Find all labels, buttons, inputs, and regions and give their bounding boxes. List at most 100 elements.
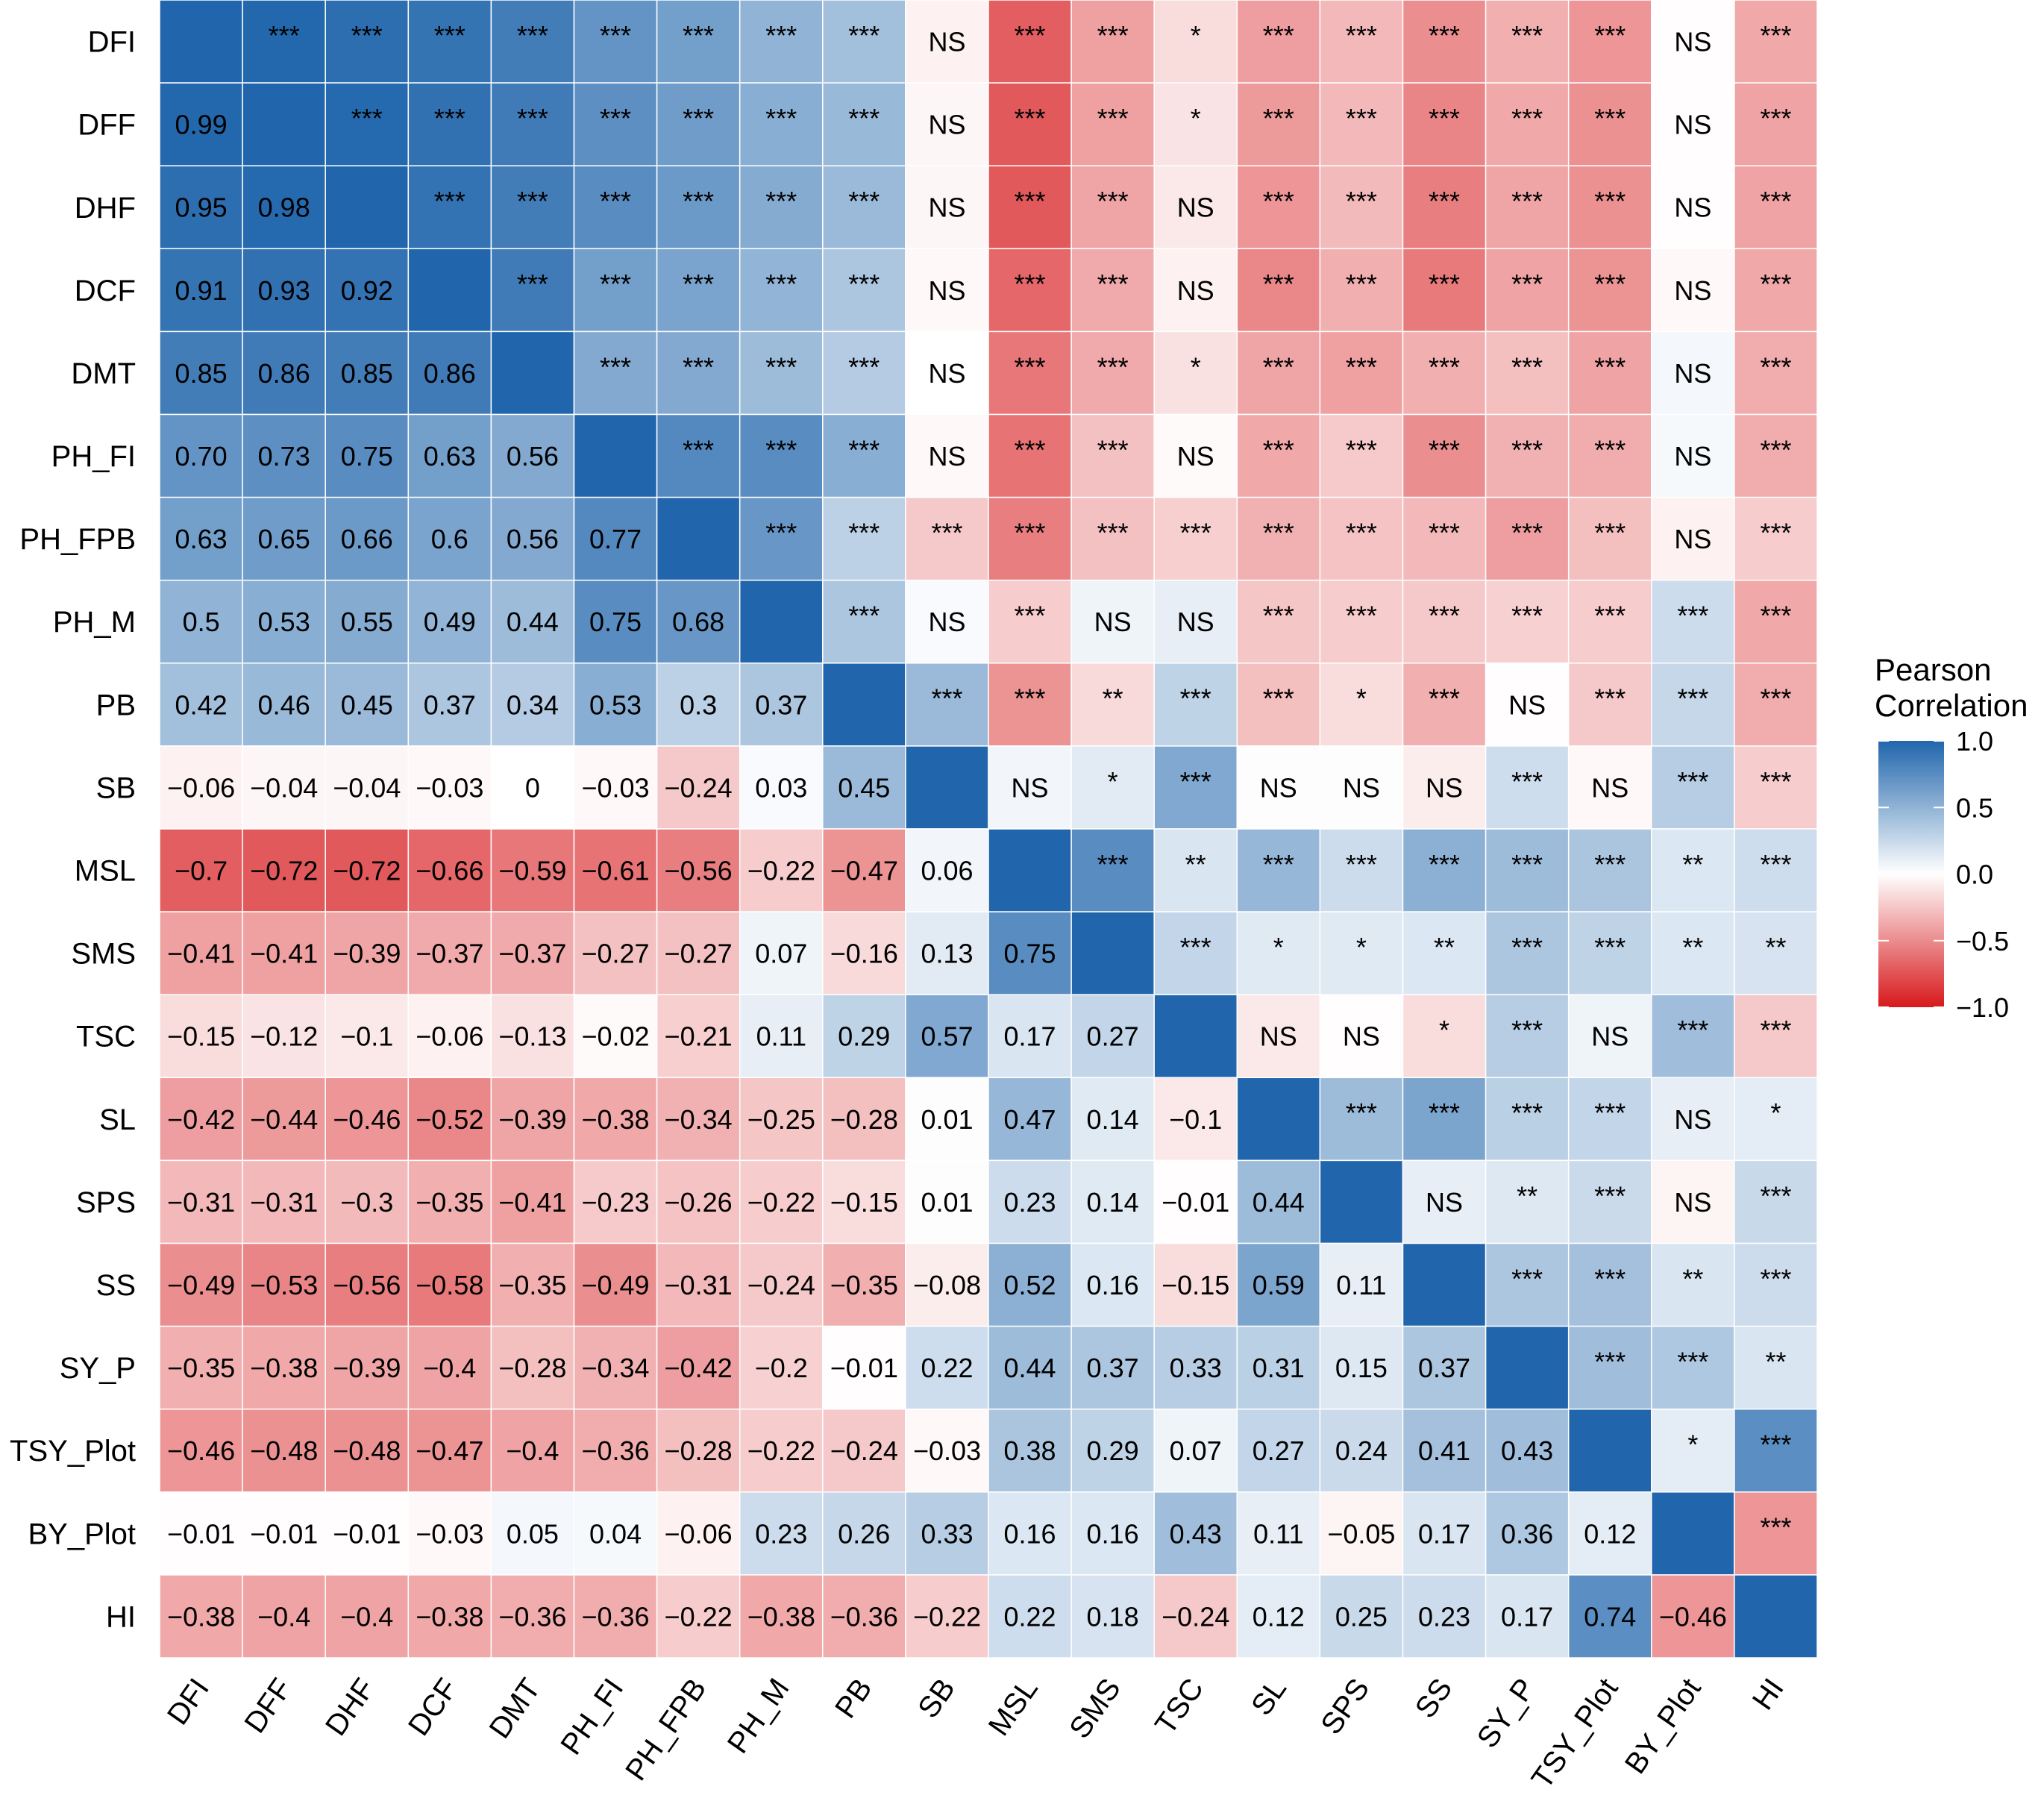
heatmap-cell-BY_Plot-TSC: [1153, 1491, 1238, 1576]
cell-value-SMS-DCF: −0.37: [416, 939, 483, 969]
cell-value-MSL-PH_FPB: −0.56: [665, 856, 733, 886]
cell-significance-SPS-TSY_Plot: ***: [1594, 1180, 1626, 1211]
heatmap-cell-PB-PB: [822, 663, 906, 747]
column-label-PH_FI: PH_FI: [554, 1673, 630, 1761]
heatmap-cell-HI-HI: [1734, 1574, 1818, 1659]
heatmap-cell-TSC-DMT: [490, 994, 575, 1079]
cell-significance-SL-HI: *: [1770, 1097, 1781, 1128]
heatmap-cell-MSL-DFF: [242, 828, 326, 912]
heatmap-cell-TSY_Plot-DMT: [490, 1408, 575, 1493]
heatmap-cell-SY_P-PH_M: [739, 1325, 824, 1410]
heatmap-cell-MSL-PH_FI: [573, 828, 658, 912]
cell-significance-PB-MSL: ***: [1014, 683, 1045, 714]
cell-value-PH_M-DHF: 0.55: [341, 607, 393, 637]
cell-significance-DFF-TSY_Plot: ***: [1594, 103, 1626, 134]
heatmap-cell-TSY_Plot-HI: [1734, 1408, 1818, 1493]
cell-value-PH_FPB-DFF: 0.65: [258, 524, 310, 554]
cell-significance-SL-SPS: ***: [1346, 1097, 1377, 1128]
cell-value-PH_FPB-DHF: 0.66: [341, 524, 393, 554]
heatmap-cell-DFF-TSC: [1153, 82, 1238, 166]
cell-value-TSY_Plot-DCF: −0.47: [416, 1435, 483, 1466]
row-label-SB: SB: [96, 772, 136, 805]
cell-value-SMS-DFI: −0.41: [167, 939, 235, 969]
heatmap-cell-TSY_Plot-TSC: [1153, 1408, 1238, 1493]
column-label-DCF: DCF: [402, 1673, 464, 1742]
heatmap-cell-PH_M-DHF: [325, 579, 410, 664]
cell-value-SY_P-DFI: −0.35: [167, 1353, 235, 1383]
cell-value-SL-TSC: −0.1: [1169, 1104, 1222, 1135]
heatmap-cell-PH_M-SL: [1236, 579, 1321, 664]
heatmap-cell-SMS-SL: [1236, 911, 1321, 995]
cell-value-DMT-DFI: 0.85: [175, 358, 228, 389]
heatmap-cell-SB-SPS: [1319, 745, 1404, 830]
cell-significance-DCF-TSY_Plot: ***: [1594, 269, 1626, 299]
cell-value-TSC-DFI: −0.15: [167, 1021, 235, 1052]
cell-value-BY_Plot-PH_M: 0.23: [755, 1518, 807, 1549]
cell-significance-DMT-SL: ***: [1263, 351, 1294, 382]
cell-value-TSY_Plot-MSL: 0.38: [1003, 1435, 1056, 1466]
heatmap-cell-DFI-PB: [822, 0, 906, 84]
cell-value-PH_M-PH_FI: 0.75: [589, 607, 642, 637]
cell-value-SS-SPS: 0.11: [1336, 1270, 1386, 1300]
cell-value-PB-DMT: 0.34: [507, 689, 559, 720]
cell-value-SS-SMS: 0.16: [1087, 1270, 1139, 1300]
cell-value-HI-DFF: −0.4: [257, 1601, 310, 1632]
cell-significance-TSY_Plot-HI: ***: [1760, 1429, 1791, 1460]
heatmap-cell-SB-DHF: [325, 745, 410, 830]
heatmap-cell-HI-BY_Plot: [1651, 1574, 1735, 1659]
cell-value-BY_Plot-DHF: −0.01: [333, 1518, 401, 1549]
heatmap-cell-DHF-BY_Plot: [1651, 165, 1735, 250]
cell-value-PH_FI-DMT: 0.56: [507, 441, 559, 472]
cell-significance-PH_FI-SS: ***: [1429, 434, 1460, 465]
heatmap-cell-DMT-SMS: [1070, 331, 1155, 416]
heatmap-cell-SS-MSL: [988, 1242, 1072, 1327]
heatmap-cell-DHF-PH_FI: [573, 165, 658, 250]
cell-significance-TSC-SPS: NS: [1343, 1021, 1380, 1052]
cell-value-PH_FI-DHF: 0.75: [341, 441, 393, 472]
cell-value-SL-MSL: 0.47: [1003, 1104, 1056, 1135]
cell-significance-DFI-TSC: *: [1191, 20, 1201, 51]
cell-significance-DFI-SB: NS: [928, 27, 965, 57]
cell-significance-DHF-DMT: ***: [517, 186, 548, 216]
heatmap-cell-MSL-DMT: [490, 828, 575, 912]
cell-significance-DMT-PH_M: ***: [765, 351, 797, 382]
heatmap-cell-PB-SL: [1236, 663, 1321, 747]
cell-significance-PH_M-MSL: ***: [1014, 601, 1045, 631]
cell-value-SY_P-SL: 0.31: [1253, 1353, 1305, 1383]
cell-value-BY_Plot-SS: 0.17: [1418, 1518, 1470, 1549]
heatmap-cell-SY_P-SY_P: [1485, 1325, 1570, 1410]
heatmap-cell-PH_FPB-DFF: [242, 496, 326, 581]
cell-significance-SB-MSL: NS: [1011, 772, 1048, 803]
heatmap-cell-DHF-TSY_Plot: [1567, 165, 1652, 250]
heatmap-cell-PH_M-BY_Plot: [1651, 579, 1735, 664]
cell-value-SS-DHF: −0.56: [333, 1270, 401, 1300]
cell-significance-MSL-BY_Plot: **: [1682, 849, 1703, 880]
heatmap-cell-SMS-SS: [1402, 911, 1487, 995]
cell-significance-PB-TSY_Plot: ***: [1594, 683, 1626, 714]
cell-significance-PH_FPB-SPS: ***: [1346, 518, 1377, 548]
heatmap-cell-BY_Plot-SL: [1236, 1491, 1321, 1576]
row-label-DHF: DHF: [75, 192, 136, 225]
heatmap-cell-BY_Plot-HI: [1734, 1491, 1818, 1576]
column-label-PH_M: PH_M: [721, 1673, 796, 1759]
heatmap-cell-PB-SY_P: [1485, 663, 1570, 747]
heatmap-cell-SB-DMT: [490, 745, 575, 830]
cell-value-SS-DCF: −0.58: [416, 1270, 483, 1300]
cell-significance-DFI-SY_P: ***: [1511, 20, 1543, 51]
cell-value-PB-DHF: 0.45: [341, 689, 393, 720]
cell-significance-TSC-TSY_Plot: NS: [1591, 1021, 1628, 1052]
cell-significance-PH_FPB-HI: ***: [1760, 518, 1791, 548]
cell-significance-DFI-SL: ***: [1263, 20, 1294, 51]
heatmap-cell-SS-SS: [1402, 1242, 1487, 1327]
heatmap-cell-MSL-PH_FPB: [656, 828, 741, 912]
cell-significance-PH_M-PB: ***: [848, 601, 880, 631]
cell-significance-DHF-TSC: NS: [1177, 192, 1214, 223]
heatmap-cell-SMS-DMT: [490, 911, 575, 995]
cell-significance-DFF-SS: ***: [1429, 103, 1460, 134]
legend-tick-label-1: 0.5: [1956, 792, 1993, 823]
heatmap-cell-SL-DFI: [159, 1077, 243, 1162]
cell-significance-DHF-SS: ***: [1429, 186, 1460, 216]
legend-title-line-1: Pearson: [1875, 652, 1991, 687]
cell-significance-PH_FPB-MSL: ***: [1014, 518, 1045, 548]
